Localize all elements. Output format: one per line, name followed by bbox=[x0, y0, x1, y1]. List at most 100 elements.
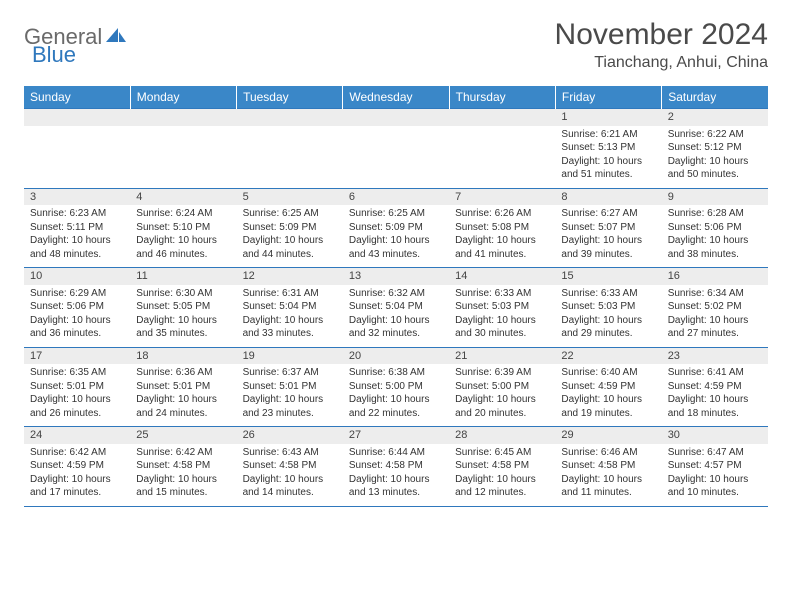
weekday-header: Sunday bbox=[24, 86, 130, 109]
sunset-text: Sunset: 4:59 PM bbox=[30, 459, 124, 473]
sunrise-text: Sunrise: 6:21 AM bbox=[561, 128, 655, 142]
sunrise-text: Sunrise: 6:31 AM bbox=[243, 287, 337, 301]
sunrise-text: Sunrise: 6:42 AM bbox=[30, 446, 124, 460]
sunset-text: Sunset: 5:04 PM bbox=[349, 300, 443, 314]
day-cell: Sunrise: 6:32 AMSunset: 5:04 PMDaylight:… bbox=[343, 285, 449, 348]
month-title: November 2024 bbox=[555, 18, 768, 52]
content-row: Sunrise: 6:21 AMSunset: 5:13 PMDaylight:… bbox=[24, 126, 768, 189]
sunrise-text: Sunrise: 6:33 AM bbox=[455, 287, 549, 301]
sunset-text: Sunset: 5:03 PM bbox=[561, 300, 655, 314]
sunset-text: Sunset: 5:08 PM bbox=[455, 221, 549, 235]
day-cell bbox=[449, 126, 555, 189]
sunset-text: Sunset: 5:03 PM bbox=[455, 300, 549, 314]
day-number: 2 bbox=[662, 109, 768, 126]
weekday-header-row: Sunday Monday Tuesday Wednesday Thursday… bbox=[24, 86, 768, 109]
sunrise-text: Sunrise: 6:32 AM bbox=[349, 287, 443, 301]
sunrise-text: Sunrise: 6:23 AM bbox=[30, 207, 124, 221]
sunset-text: Sunset: 5:00 PM bbox=[349, 380, 443, 394]
day-number bbox=[237, 109, 343, 126]
sunrise-text: Sunrise: 6:30 AM bbox=[136, 287, 230, 301]
day-cell bbox=[24, 126, 130, 189]
weekday-header: Tuesday bbox=[237, 86, 343, 109]
sunrise-text: Sunrise: 6:28 AM bbox=[668, 207, 762, 221]
day-number: 15 bbox=[555, 268, 661, 285]
day-number: 4 bbox=[130, 188, 236, 205]
sunrise-text: Sunrise: 6:41 AM bbox=[668, 366, 762, 380]
sunset-text: Sunset: 5:10 PM bbox=[136, 221, 230, 235]
day-cell: Sunrise: 6:39 AMSunset: 5:00 PMDaylight:… bbox=[449, 364, 555, 427]
day-number: 1 bbox=[555, 109, 661, 126]
day-number: 9 bbox=[662, 188, 768, 205]
day-cell: Sunrise: 6:26 AMSunset: 5:08 PMDaylight:… bbox=[449, 205, 555, 268]
day-number: 14 bbox=[449, 268, 555, 285]
sunrise-text: Sunrise: 6:44 AM bbox=[349, 446, 443, 460]
daylight-text: Daylight: 10 hours bbox=[136, 234, 230, 248]
daylight-text: and 12 minutes. bbox=[455, 486, 549, 500]
sunset-text: Sunset: 5:01 PM bbox=[30, 380, 124, 394]
sunset-text: Sunset: 5:02 PM bbox=[668, 300, 762, 314]
day-number: 10 bbox=[24, 268, 130, 285]
sunset-text: Sunset: 5:09 PM bbox=[349, 221, 443, 235]
sunset-text: Sunset: 4:58 PM bbox=[561, 459, 655, 473]
daylight-text: and 39 minutes. bbox=[561, 248, 655, 262]
day-number: 3 bbox=[24, 188, 130, 205]
daylight-text: and 44 minutes. bbox=[243, 248, 337, 262]
content-row: Sunrise: 6:42 AMSunset: 4:59 PM Daylight:… bbox=[24, 444, 768, 507]
day-number bbox=[24, 109, 130, 126]
daylight-text: Daylight: 10 hours bbox=[668, 393, 762, 407]
daylight-text: and 11 minutes. bbox=[561, 486, 655, 500]
calendar-table: Sunday Monday Tuesday Wednesday Thursday… bbox=[24, 86, 768, 507]
weekday-header: Saturday bbox=[662, 86, 768, 109]
daylight-text: Daylight: 10 hours bbox=[243, 234, 337, 248]
daylight-text: Daylight: 10 hours bbox=[349, 473, 443, 487]
day-cell: Sunrise: 6:22 AMSunset: 5:12 PMDaylight:… bbox=[662, 126, 768, 189]
daylight-text: and 32 minutes. bbox=[349, 327, 443, 341]
daylight-text: Daylight: 10 hours bbox=[561, 234, 655, 248]
day-cell: Sunrise: 6:29 AMSunset: 5:06 PMDaylight:… bbox=[24, 285, 130, 348]
logo-text-blue: Blue bbox=[32, 42, 76, 67]
day-cell bbox=[343, 126, 449, 189]
daylight-text: Daylight: 10 hours bbox=[243, 473, 337, 487]
daylight-text: and 26 minutes. bbox=[30, 407, 124, 421]
day-number: 7 bbox=[449, 188, 555, 205]
day-cell: Sunrise: 6:27 AMSunset: 5:07 PMDaylight:… bbox=[555, 205, 661, 268]
sunset-text: Sunset: 5:12 PM bbox=[668, 141, 762, 155]
header: General November 2024 Tianchang, Anhui, … bbox=[24, 18, 768, 72]
day-cell: Sunrise: 6:46 AMSunset: 4:58 PMDaylight:… bbox=[555, 444, 661, 507]
daylight-text: and 20 minutes. bbox=[455, 407, 549, 421]
day-number: 6 bbox=[343, 188, 449, 205]
day-number: 21 bbox=[449, 347, 555, 364]
day-cell: Sunrise: 6:34 AMSunset: 5:02 PMDaylight:… bbox=[662, 285, 768, 348]
daylight-text: Daylight: 10 hours bbox=[30, 234, 124, 248]
day-number: 30 bbox=[662, 427, 768, 444]
daynum-row: 12 bbox=[24, 109, 768, 126]
day-number: 26 bbox=[237, 427, 343, 444]
sunset-text: Sunset: 5:01 PM bbox=[243, 380, 337, 394]
daylight-text: and 22 minutes. bbox=[349, 407, 443, 421]
day-number: 16 bbox=[662, 268, 768, 285]
sunrise-text: Sunrise: 6:24 AM bbox=[136, 207, 230, 221]
sunrise-text: Sunrise: 6:29 AM bbox=[30, 287, 124, 301]
sunset-text: Sunset: 5:11 PM bbox=[30, 221, 124, 235]
sunset-text: Sunset: 5:06 PM bbox=[668, 221, 762, 235]
daylight-text: and 33 minutes. bbox=[243, 327, 337, 341]
daylight-text: Daylight: 10 hours bbox=[455, 314, 549, 328]
daylight-text: and 15 minutes. bbox=[136, 486, 230, 500]
daylight-text: Daylight: 10 hours bbox=[668, 314, 762, 328]
daylight-text: Daylight: 10 hours bbox=[136, 473, 230, 487]
daynum-row: 3456789 bbox=[24, 188, 768, 205]
day-number: 5 bbox=[237, 188, 343, 205]
weekday-header: Wednesday bbox=[343, 86, 449, 109]
day-number: 18 bbox=[130, 347, 236, 364]
sunset-text: Sunset: 5:01 PM bbox=[136, 380, 230, 394]
day-number: 11 bbox=[130, 268, 236, 285]
sunrise-text: Sunrise: 6:37 AM bbox=[243, 366, 337, 380]
day-cell: Sunrise: 6:24 AMSunset: 5:10 PMDaylight:… bbox=[130, 205, 236, 268]
day-number bbox=[130, 109, 236, 126]
day-cell: Sunrise: 6:43 AMSunset: 4:58 PMDaylight:… bbox=[237, 444, 343, 507]
daylight-text: and 23 minutes. bbox=[243, 407, 337, 421]
sunset-text: Sunset: 4:59 PM bbox=[668, 380, 762, 394]
daylight-text: Daylight: 10 hours bbox=[349, 234, 443, 248]
sunrise-text: Sunrise: 6:40 AM bbox=[561, 366, 655, 380]
day-number: 8 bbox=[555, 188, 661, 205]
